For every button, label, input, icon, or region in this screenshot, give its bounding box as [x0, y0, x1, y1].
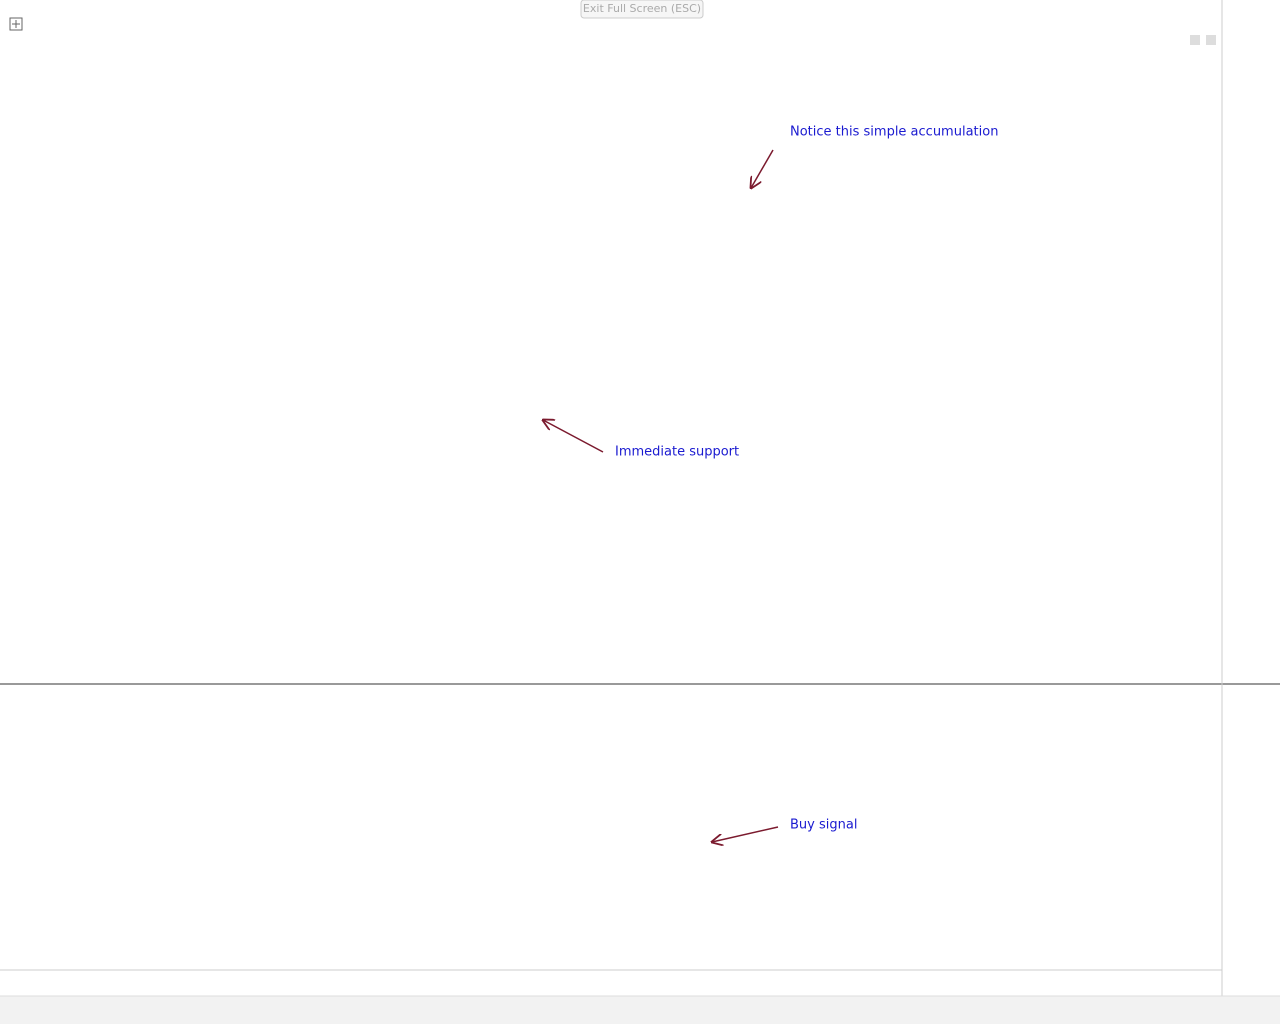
- annotation: Immediate support: [615, 445, 739, 460]
- annotation-arrow: [543, 420, 604, 453]
- exit-button[interactable]: [580, 0, 704, 19]
- collapse-icon[interactable]: [9, 17, 23, 31]
- bottom-toolbar: [0, 996, 1280, 1024]
- exit-button-label[interactable]: Exit Full Screen (ESC): [583, 2, 701, 15]
- collapse-icon-cross: [12, 20, 20, 28]
- annotation-arrow: [712, 826, 779, 842]
- annotation-arrow: [751, 149, 774, 188]
- crosshair-plus: [1212, 613, 1220, 621]
- annotation: Buy signal: [790, 818, 857, 833]
- annotation: Notice this simple accumulation: [790, 125, 998, 140]
- scale-icons[interactable]: [1190, 35, 1216, 45]
